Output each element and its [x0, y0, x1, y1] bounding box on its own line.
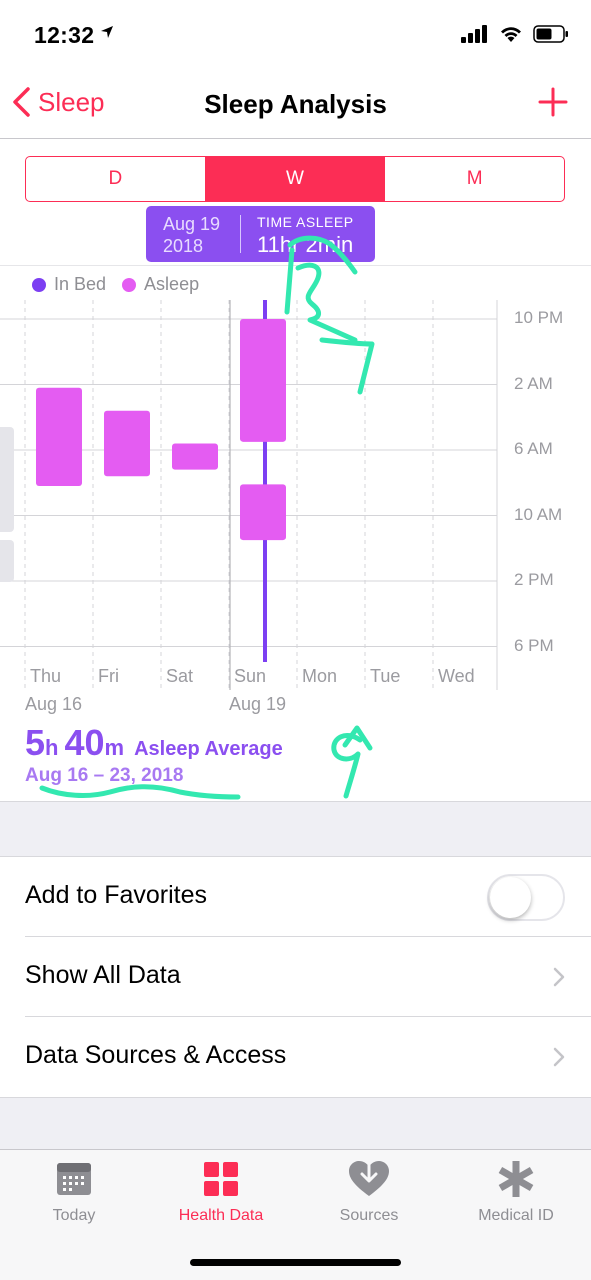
y-tick-label: 10 PM [514, 308, 564, 327]
section-spacer [0, 1097, 591, 1149]
asleep-bar [240, 484, 286, 541]
section-spacer [0, 801, 591, 857]
asleep-average: 5 h 40 m Asleep Average [25, 722, 283, 764]
y-tick-label: 10 AM [514, 504, 563, 524]
date-range: Aug 16 – 23, 2018 [25, 765, 184, 786]
chevron-right-icon [553, 1047, 565, 1067]
asterisk-icon [498, 1161, 534, 1197]
x-tick-label: Sun [234, 666, 267, 686]
average-label: Asleep Average [134, 738, 283, 760]
row-divider [25, 1016, 591, 1017]
back-button[interactable]: Sleep [10, 86, 105, 118]
average-hours-unit: h [45, 735, 59, 760]
y-tick-label: 6 AM [514, 439, 553, 458]
asleep-bar [172, 443, 218, 470]
annotation-arrow-head [342, 725, 373, 751]
legend-in-bed: In Bed [32, 274, 106, 295]
plus-icon [538, 87, 568, 117]
y-tick-label: 2 AM [514, 373, 553, 393]
segment-month[interactable]: M [466, 168, 483, 189]
tooltip-label: TIME ASLEEP [257, 214, 354, 230]
favorites-row: Add to Favorites [0, 857, 591, 937]
tab-today[interactable]: Today [0, 1160, 148, 1225]
asleep-bar [240, 319, 286, 442]
calendar-icon [57, 1163, 91, 1195]
segment-week[interactable]: W [205, 157, 386, 201]
x-tick-label: Wed [438, 666, 475, 686]
x-tick-label: Fri [98, 666, 119, 686]
chart-legend: In Bed Asleep [32, 274, 215, 295]
grid-icon [204, 1162, 238, 1196]
location-arrow-icon [100, 25, 114, 44]
data-sources-row[interactable]: Data Sources & Access [0, 1017, 591, 1097]
tab-health-data[interactable]: Health Data [147, 1160, 295, 1225]
average-minutes: 40 [64, 722, 105, 763]
x-tick-label: Tue [370, 666, 401, 686]
legend-asleep: Asleep [122, 274, 199, 295]
tab-health-data-label: Health Data [178, 1207, 264, 1224]
chart-top-divider [0, 265, 591, 266]
x-tick-label: Thu [30, 666, 62, 686]
asleep-bar [36, 387, 82, 487]
wifi-icon [501, 27, 521, 42]
home-indicator[interactable] [190, 1259, 401, 1266]
tab-bar: Today Health Data Sources Medical ID [0, 1149, 591, 1280]
selection-tooltip: Aug 19 2018 TIME ASLEEP 11hr 2min [146, 206, 375, 262]
show-all-data-row[interactable]: Show All Data [0, 937, 591, 1017]
annotation-underline [39, 784, 241, 800]
tooltip-divider [240, 215, 241, 253]
sleep-chart[interactable] [0, 300, 591, 690]
previous-week-bar [0, 427, 14, 532]
tab-sources-label: Sources [339, 1207, 399, 1224]
legend-in-bed-dot [32, 277, 46, 292]
segment-day[interactable]: D [26, 157, 206, 201]
toggle-knob [490, 877, 531, 918]
add-button[interactable] [537, 86, 569, 123]
tooltip-year: 2018 [163, 236, 204, 256]
x-tick-label: Mon [302, 666, 338, 686]
tab-medical-id[interactable]: Medical ID [442, 1160, 590, 1225]
nav-divider [0, 138, 591, 139]
average-minutes-unit: m [104, 735, 125, 760]
data-sources-label: Data Sources & Access [25, 1041, 287, 1069]
annotation-digit-9 [331, 733, 363, 799]
tooltip-date: Aug 19 [163, 214, 221, 234]
tooltip-value: 11hr 2min [257, 232, 354, 257]
previous-week-bar [0, 540, 14, 582]
chevron-left-icon [13, 87, 30, 117]
tab-sources[interactable]: Sources [295, 1160, 443, 1225]
period-segmented-control: D W M [25, 156, 565, 202]
asleep-bar [104, 410, 150, 477]
show-all-data-label: Show All Data [25, 961, 181, 989]
status-time: 12:32 [34, 22, 95, 48]
heart-arrow-icon [349, 1160, 389, 1196]
legend-in-bed-label: In Bed [54, 274, 107, 294]
average-hours: 5 [25, 722, 46, 763]
legend-asleep-dot [122, 277, 137, 292]
x-date-label: Aug 19 [229, 694, 287, 714]
page-title: Sleep Analysis [204, 89, 387, 119]
y-tick-label: 2 PM [514, 570, 554, 589]
status-indicators [461, 25, 569, 43]
row-divider [25, 936, 591, 937]
y-tick-label: 6 PM [514, 635, 554, 655]
battery-icon [533, 25, 568, 43]
x-date-label: Aug 16 [25, 694, 83, 714]
tab-today-label: Today [52, 1207, 96, 1224]
chevron-right-icon [553, 967, 565, 987]
legend-asleep-label: Asleep [144, 274, 200, 294]
back-label: Sleep [38, 86, 105, 117]
favorites-toggle[interactable] [487, 874, 565, 921]
tab-medical-id-label: Medical ID [478, 1207, 554, 1224]
favorites-label: Add to Favorites [25, 881, 208, 909]
x-tick-label: Sat [166, 666, 194, 686]
signal-icon [461, 25, 487, 43]
